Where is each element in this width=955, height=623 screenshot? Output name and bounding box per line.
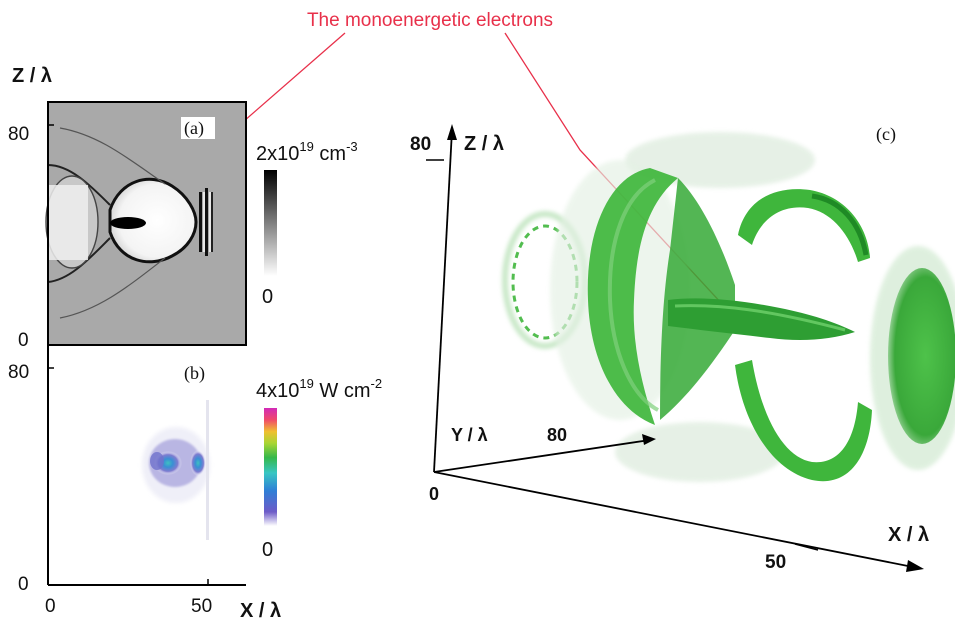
panel-a-colorbar: [264, 170, 277, 276]
panel-a-wake-outer-lower: [59, 257, 166, 319]
panel-c-z-axis-label: Z / λ: [464, 133, 504, 155]
panel-a-wake-outer-upper: [59, 127, 166, 185]
panel-c-y-axis: [433, 439, 651, 473]
panel-c-x-axis-arrow: [906, 560, 924, 572]
panel-c-bubble-shell-rear: [587, 168, 678, 425]
panel-a-laser-fringe-5: [209, 192, 211, 252]
panel-c-x-axis-label: X / λ: [888, 524, 929, 546]
panel-a-laser-fringe-2: [205, 188, 208, 256]
panel-b-colorbar: [264, 408, 277, 526]
panel-b-letter: (b): [184, 363, 205, 384]
panel-a-laser-fringe-1: [199, 192, 202, 252]
panel-a-electron-bunch: [110, 217, 146, 229]
panel-a-letter-bg: [181, 117, 215, 139]
panel-c-y-axis-arrow: [642, 434, 656, 445]
panel-b-x-axis-label: X / λ: [240, 600, 281, 622]
panel-b-laser-spot: [142, 400, 210, 540]
panel-a: Z / λ 80 0 (a) 2x1019 cm-3 0: [8, 65, 358, 351]
panel-c-y-axis-label: Y / λ: [451, 425, 488, 445]
panel-c-z-axis: [433, 129, 453, 473]
panel-b-z-tick-0: 0: [18, 574, 29, 595]
panel-a-frame: [47, 101, 247, 346]
panel-c-bubble-shell-rear-light: [607, 178, 659, 412]
panel-c-ring-middle-upper: [738, 189, 870, 262]
panel-c-ring-middle-dark: [811, 193, 869, 256]
annotation-label: The monoenergetic electrons: [307, 10, 553, 31]
panel-c-haze-upper: [625, 132, 815, 188]
panel-b-x-tick-50: 50: [191, 596, 212, 617]
panel-a-letter: (a): [184, 118, 204, 139]
panel-c: (c) 80 Z / λ Y / λ 80 0 50 X / λ: [410, 124, 955, 573]
panel-c-electron-beam-highlight: [674, 304, 846, 332]
panel-a-z-tick-0: 0: [18, 330, 29, 351]
panel-b-z-tick-80: 80: [8, 362, 29, 383]
panel-a-bubble: [108, 177, 198, 264]
panel-b: (b) 80 0 0 50 X / λ 4x1019 W cm-2 0: [8, 345, 382, 622]
panel-c-origin-label: 0: [429, 484, 439, 504]
panel-a-z-tick-80: 80: [8, 124, 29, 145]
panel-b-colorbar-min: 0: [262, 539, 273, 561]
panel-c-x-tick-50: 50: [765, 552, 786, 573]
panel-a-colorbar-min: 0: [262, 286, 273, 308]
panel-a-colorbar-max: 2x1019 cm-3: [256, 139, 358, 165]
panel-c-x-tick-mark: [794, 543, 819, 551]
panel-a-left-cavity: [48, 185, 88, 260]
panel-c-laser-disk: [888, 268, 955, 444]
panel-c-letter: (c): [876, 124, 896, 145]
panel-b-x-tick-0: 0: [45, 596, 56, 617]
panel-b-colorbar-max: 4x1019 W cm-2: [256, 376, 382, 402]
panel-c-x-axis: [433, 471, 919, 569]
panel-a-laser-fringe-4: [203, 192, 205, 252]
panel-c-z-axis-arrow: [447, 124, 457, 140]
panel-c-y-tick-80: 80: [547, 425, 567, 445]
panel-a-laser-fringe-3: [211, 192, 213, 252]
panel-c-ring-middle-lower: [735, 360, 872, 482]
panel-c-haze-lower: [615, 422, 785, 482]
panel-c-electron-beam: [668, 298, 855, 340]
panel-c-z-tick-80: 80: [410, 134, 431, 155]
panel-a-z-axis-label: Z / λ: [12, 65, 52, 87]
